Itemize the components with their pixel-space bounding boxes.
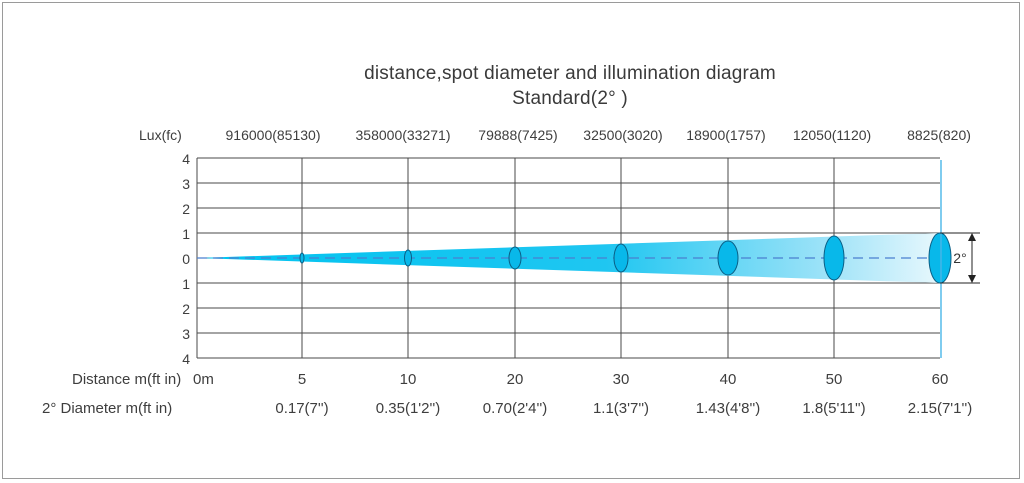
spot-ellipse [613,243,629,273]
y-tick-label: 0 [182,251,190,267]
distance-value: 50 [825,371,843,388]
diagram-title: distance,spot diameter and illumination … [364,63,776,84]
lux-value: 8825(820) [907,127,971,143]
lux-value: 18900(1757) [686,127,766,143]
y-tick-label: 2 [182,201,190,217]
spot-ellipse [928,232,952,284]
distance-value: 30 [612,371,630,388]
angle-label: 2° [953,250,966,266]
distance-value: 0m [193,371,214,388]
diameter-axis-label: 2° Diameter m(ft in) [42,400,173,417]
diameter-value: 2.15(7'1'') [907,400,973,417]
diameter-value: 0.35(1'2'') [375,400,441,417]
lux-value: 32500(3020) [583,127,663,143]
diameter-value: 0.17(7'') [275,400,329,417]
distance-value: 10 [399,371,417,388]
y-tick-label: 4 [182,151,190,167]
distance-value: 5 [297,371,307,388]
spots [299,232,952,284]
distance-value: 40 [719,371,737,388]
y-tick-label: 3 [182,326,190,342]
y-tick-label: 1 [182,276,190,292]
y-tick-label: 4 [182,351,190,367]
lux-value: 358000(33271) [355,127,451,143]
lux-value: 79888(7425) [478,127,558,143]
diameter-value: 1.43(4'8'') [695,400,761,417]
diagram-subtitle: Standard(2° ) [512,88,628,109]
diameter-value: 1.1(3'7'') [592,400,650,417]
spot-ellipse [404,249,412,267]
y-tick-label: 1 [182,226,190,242]
diameter-value: 1.8(5'11'') [802,400,866,417]
angle-indicator [940,232,980,284]
spot-ellipse [717,240,739,276]
y-tick-label: 3 [182,176,190,192]
diameter-value: 0.70(2'4'') [482,400,548,417]
distance-value: 20 [506,371,524,388]
distance-axis-label: Distance m(ft in) [72,371,182,388]
spot-ellipse [299,252,305,264]
spot-ellipse [508,246,522,270]
distance-value: 60 [931,371,949,388]
spot-ellipse [823,235,845,281]
lux-value: 916000(85130) [225,127,321,143]
y-tick-label: 2 [182,301,190,317]
lux-value: 12050(1120) [792,127,872,143]
lux-axis-label: Lux(fc) [139,127,182,143]
